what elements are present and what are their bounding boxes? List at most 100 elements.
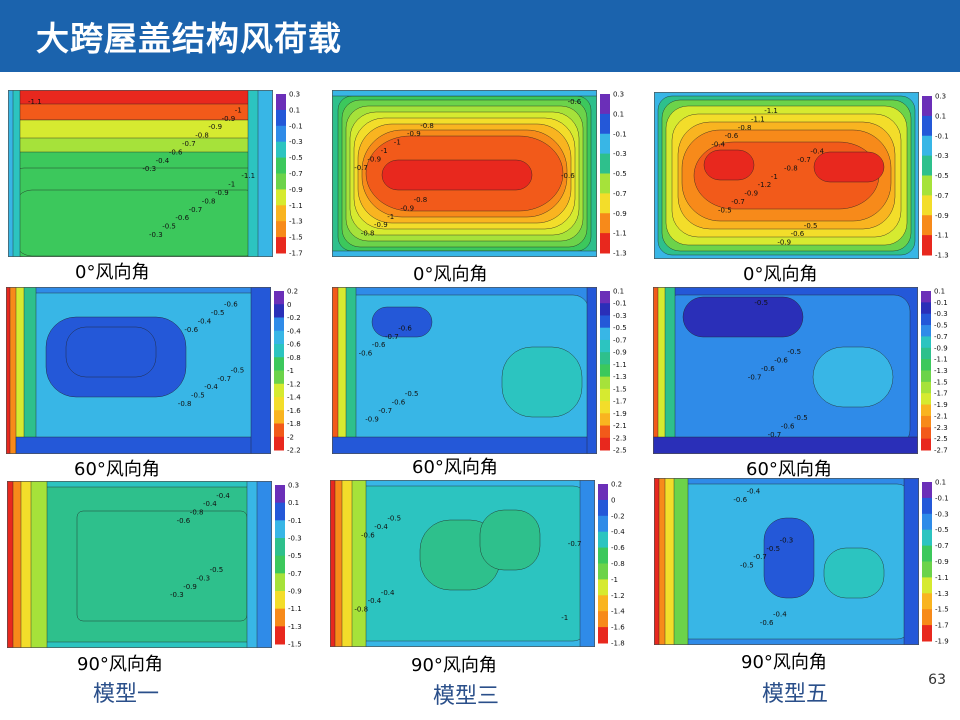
colorbar-segment xyxy=(600,193,610,214)
contour-label: -1.1 xyxy=(241,172,255,180)
contour-region xyxy=(501,346,583,418)
colorbar-segment xyxy=(922,497,932,515)
colorbar-tick-label: -1.5 xyxy=(288,641,302,649)
contour-label: -0.5 xyxy=(387,515,401,523)
colorbar-segment xyxy=(922,609,932,626)
contour-label: -0.8 xyxy=(361,230,375,238)
colorbar-tick-label: -0.9 xyxy=(934,344,948,352)
contour-label: -0.7 xyxy=(378,407,392,415)
colorbar-tick-label: -0.2 xyxy=(287,314,301,322)
contour-label: -0.7 xyxy=(182,140,196,148)
contour-label: -0.5 xyxy=(191,392,205,400)
contour-region xyxy=(381,159,533,191)
colorbar-segment xyxy=(600,401,610,414)
contour-label: -0.5 xyxy=(787,348,801,356)
colorbar-tick-label: -2.1 xyxy=(934,412,948,420)
contour-label: -0.9 xyxy=(400,204,414,212)
colorbar-segment xyxy=(921,393,931,406)
plot-frame xyxy=(330,480,595,647)
contour-label: -0.6 xyxy=(760,619,774,627)
colorbar-tick-label: -0.9 xyxy=(289,186,303,194)
caption-model5-90deg: 90°风向角 xyxy=(741,652,827,673)
colorbar-segment xyxy=(600,233,610,254)
colorbar-segment xyxy=(274,383,284,398)
colorbar-tick-label: -2.2 xyxy=(287,447,301,455)
contour-label: -0.7 xyxy=(753,553,767,561)
colorbar-tick-label: -0.3 xyxy=(288,535,302,543)
contour-label: -0.7 xyxy=(797,156,811,164)
contour-region xyxy=(653,287,659,454)
colorbar-segment xyxy=(921,336,931,349)
contour-region xyxy=(479,509,541,571)
contour-svg: -0.8-0.8-0.9-0.9-1-1-1-0.9-0.9-0.8-0.7-0… xyxy=(332,90,627,258)
colorbar-segment xyxy=(922,482,932,499)
contour-label: -0.6 xyxy=(184,326,198,334)
colorbar-segment xyxy=(921,370,931,383)
contour-label: -0.9 xyxy=(208,123,222,131)
colorbar-segment xyxy=(276,205,286,222)
colorbar-segment xyxy=(921,347,931,360)
colorbar-tick-label: -1.5 xyxy=(935,606,949,614)
contour-region xyxy=(8,90,273,105)
contour-label: -0.8 xyxy=(420,122,434,130)
contour-label: -0.4 xyxy=(374,523,388,531)
colorbar-segment xyxy=(921,302,931,315)
colorbar-segment xyxy=(276,173,286,190)
contour-label: -0.7 xyxy=(217,375,231,383)
contour-region xyxy=(654,478,660,645)
colorbar-segment xyxy=(922,215,932,236)
colorbar-tick-label: -2.1 xyxy=(613,422,627,430)
colorbar-segment xyxy=(600,291,610,304)
colorbar-segment xyxy=(921,313,931,326)
colorbar-tick-label: -0.4 xyxy=(611,528,625,536)
contour-label: -0.5 xyxy=(794,414,808,422)
contour-label: -0.7 xyxy=(768,431,782,439)
colorbar-tick-label: -0.8 xyxy=(611,560,625,568)
colorbar-segment xyxy=(922,175,932,196)
colorbar-segment xyxy=(274,370,284,385)
colorbar-tick-label: -0.8 xyxy=(287,354,301,362)
colorbar-segment xyxy=(600,133,610,155)
colorbar-tick-label: -1.4 xyxy=(287,394,301,402)
colorbar-tick-label: -1.1 xyxy=(613,230,627,238)
contour-label: -0.5 xyxy=(754,299,768,307)
contour-region xyxy=(8,90,14,257)
colorbar-tick-label: 0.3 xyxy=(935,93,946,101)
colorbar-segment xyxy=(598,484,608,501)
colorbar-segment xyxy=(274,357,284,371)
colorbar-segment xyxy=(274,344,284,358)
colorbar-tick-label: -0.1 xyxy=(935,494,949,502)
contour-label: -0.3 xyxy=(170,591,184,599)
colorbar-segment xyxy=(274,304,284,318)
colorbar-tick-label: -0.3 xyxy=(613,150,627,158)
colorbar-segment xyxy=(922,235,932,256)
colorbar-tick-label: -2 xyxy=(287,433,294,441)
caption-model5-60deg: 60°风向角 xyxy=(746,459,832,480)
contour-label: -0.6 xyxy=(761,365,775,373)
colorbar-tick-label: -1.1 xyxy=(934,356,948,364)
colorbar-tick-label: 0.1 xyxy=(934,288,945,296)
colorbar-segment xyxy=(276,221,286,238)
caption-model1-90deg: 90°风向角 xyxy=(77,654,163,675)
colorbar-segment xyxy=(598,531,608,549)
contour-label: -0.4 xyxy=(747,487,761,495)
colorbar-segment xyxy=(276,237,286,254)
contour-label: -0.4 xyxy=(711,141,725,149)
colorbar-tick-label: -1.7 xyxy=(934,390,948,398)
contour-label: -0.3 xyxy=(142,165,156,173)
colorbar-tick-label: -1.9 xyxy=(934,401,948,409)
contour-label: -1 xyxy=(771,173,778,181)
contour-region xyxy=(6,287,17,454)
colorbar-segment xyxy=(275,555,285,574)
plot-frame xyxy=(7,481,272,648)
plot-frame xyxy=(654,478,919,645)
contour-region xyxy=(682,296,804,338)
plot-frame xyxy=(332,287,597,454)
contour-label: -1 xyxy=(394,139,401,147)
colorbar-segment xyxy=(275,573,285,592)
caption-model3-90deg: 90°风向角 xyxy=(411,655,497,676)
contour-label: -0.6 xyxy=(725,132,739,140)
colorbar-segment xyxy=(600,352,610,365)
contour-label: -0.9 xyxy=(777,239,791,247)
colorbar-tick-label: -0.7 xyxy=(288,570,302,578)
